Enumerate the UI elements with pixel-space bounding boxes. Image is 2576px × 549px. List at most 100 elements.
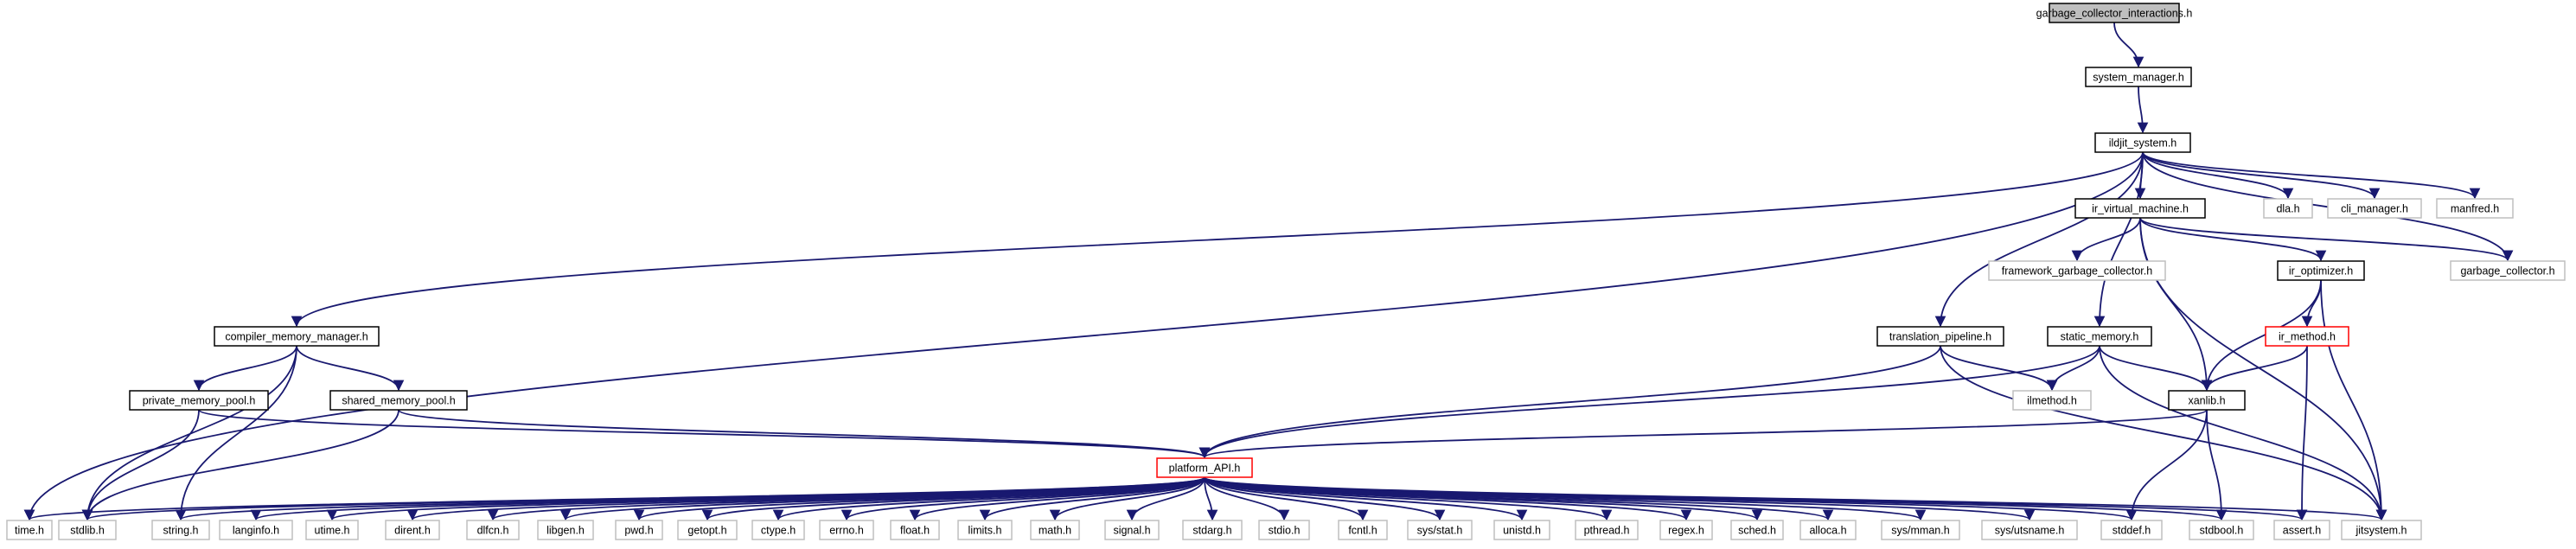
node-box [6,520,53,540]
node-papi[interactable]: platform_API.h [1156,457,1253,478]
node-box [1493,520,1550,540]
node-box [1881,520,1960,540]
node-label: string.h [163,525,199,537]
node-langinfo: langinfo.h [219,520,293,540]
edge-ils-to-ivm [2134,151,2146,200]
node-clim: cli_manager.h [2327,198,2422,219]
node-box [329,390,468,411]
node-label: langinfo.h [233,525,279,537]
node-box [1799,520,1857,540]
node-sched: sched.h [1730,520,1784,540]
edge-ils-to-time [23,151,2144,521]
node-cmm[interactable]: compiler_memory_manager.h [214,326,380,347]
node-libgen: libgen.h [537,520,594,540]
node-box [1988,260,2166,281]
node-label: pwd.h [624,525,653,537]
node-label: framework_garbage_collector.h [2002,265,2152,278]
node-pmp[interactable]: private_memory_pool.h [129,390,269,411]
node-box [819,520,874,540]
node-box [537,520,594,540]
edge-iro-to-xan [2201,279,2322,392]
node-box [2047,326,2152,347]
node-label: float.h [900,525,930,537]
node-label: manfred.h [2451,203,2499,215]
node-box [751,520,805,540]
node-box [385,520,440,540]
node-label: stdbool.h [2200,525,2244,537]
node-label: limits.h [968,525,1002,537]
node-stdlib: stdlib.h [58,520,117,540]
node-box [1182,520,1243,540]
node-sm[interactable]: system_manager.h [2085,67,2192,87]
node-label: stdarg.h [1192,525,1231,537]
node-gc: garbage_collector.h [2450,260,2566,281]
node-label: utime.h [315,525,350,537]
node-label: compiler_memory_manager.h [225,331,368,343]
node-box [1156,457,1253,478]
node-getopt: getopt.h [677,520,738,540]
edge-papi-to-fcntl [1204,476,1369,521]
edge-papi-to-stdarg [1204,476,1218,521]
node-sysmman: sys/mman.h [1881,520,1960,540]
node-label: sys/stat.h [1417,525,1463,537]
node-label: xanlib.h [2188,395,2225,407]
edge-iro-to-jitsys [2320,279,2387,521]
node-tp[interactable]: translation_pipeline.h [1876,326,2004,347]
node-label: cli_manager.h [2341,203,2408,215]
edge-tp-to-ilm [1940,345,2058,392]
node-box [2327,198,2422,219]
node-limits: limits.h [957,520,1013,540]
node-math: math.h [1030,520,1080,540]
edge-papi-to-errno [841,476,1205,521]
edge-ils-to-tp [1934,151,2144,328]
edge-irm-to-assert [2296,345,2308,521]
edge-stm-to-papi [1199,345,2100,459]
node-stm[interactable]: static_memory.h [2047,326,2152,347]
node-label: pthread.h [1584,525,1630,537]
node-string: string.h [151,520,210,540]
node-label: ir_virtual_machine.h [2092,203,2189,215]
edge-papi-to-sysutsname [1204,476,2035,521]
node-box [2074,198,2206,219]
node-box [2265,326,2349,347]
node-label: system_manager.h [2093,72,2184,84]
edge-ils-to-manf [2142,151,2481,200]
node-box [2094,132,2191,153]
node-label: assert.h [2283,525,2322,537]
node-label: time.h [15,525,44,537]
node-label: jitsystem.h [2355,525,2407,537]
node-ivm[interactable]: ir_virtual_machine.h [2074,198,2206,219]
node-jitsys: jitsystem.h [2341,520,2422,540]
node-box [2341,520,2422,540]
node-iro[interactable]: ir_optimizer.h [2277,260,2365,281]
node-label: sys/mman.h [1891,525,1949,537]
node-label: sched.h [1738,525,1776,537]
node-xan[interactable]: xanlib.h [2168,390,2246,411]
edge-papi-to-stdio [1204,476,1290,521]
node-irm[interactable]: ir_method.h [2265,326,2349,347]
edge-stm-to-jitsys [2099,345,2387,521]
node-label: ctype.h [761,525,796,537]
node-label: ir_method.h [2279,331,2336,343]
edge-ils-to-gc [2142,151,2514,262]
node-box [1338,520,1388,540]
node-pwd: pwd.h [615,520,663,540]
node-box [615,520,663,540]
node-box [2100,520,2163,540]
node-smp[interactable]: shared_memory_pool.h [329,390,468,411]
node-utime: utime.h [305,520,359,540]
node-label: dla.h [2276,203,2299,215]
node-label: garbage_collector.h [2460,265,2554,278]
node-box [2049,3,2180,23]
node-label: regex.h [1668,525,1704,537]
edge-papi-to-math [1049,476,1205,521]
edge-pmp-to-stdlib [81,409,200,521]
node-ils[interactable]: ildjit_system.h [2094,132,2191,153]
node-label: dlfcn.h [477,525,509,537]
node-sysstat: sys/stat.h [1407,520,1473,540]
node-box [2189,520,2254,540]
node-gci: garbage_collector_interactions.h [2036,3,2192,23]
node-box [1981,520,2078,540]
edge-papi-to-string [176,476,1205,521]
edge-smp-to-papi [398,409,1210,459]
